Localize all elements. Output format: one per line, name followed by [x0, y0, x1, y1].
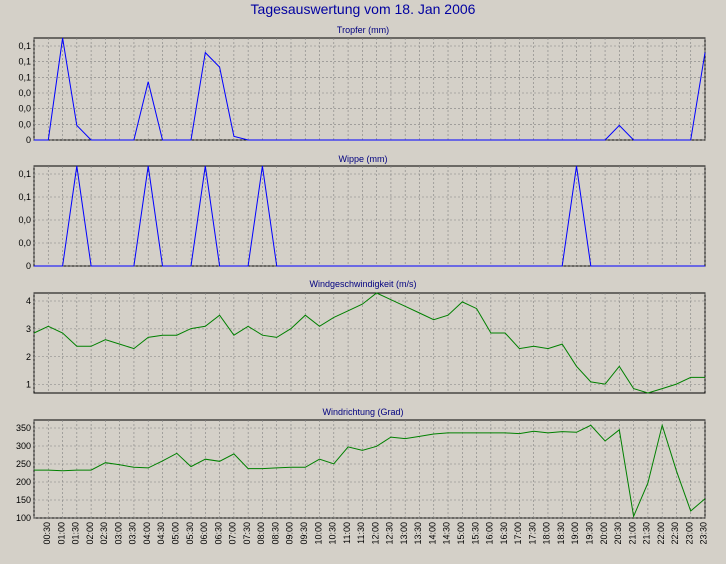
y-tick-label: 0,1 [18, 72, 31, 82]
x-tick-label: 05:00 [171, 522, 181, 545]
x-tick-label: 01:00 [56, 522, 66, 545]
y-tick-label: 0,0 [18, 88, 31, 98]
chart-title-tropfer: Tropfer (mm) [336, 25, 390, 35]
y-tick-label: 0,1 [18, 57, 31, 67]
x-tick-label: 09:30 [299, 522, 309, 545]
x-tick-label: 10:30 [328, 522, 338, 545]
x-tick-label: 06:30 [213, 522, 223, 545]
chart-title-wippe: Wippe (mm) [338, 154, 388, 164]
y-tick-label: 0 [26, 261, 31, 271]
y-tick-label: 0 [26, 135, 31, 145]
y-tick-label: 2 [26, 352, 31, 362]
x-tick-label: 12:30 [385, 522, 395, 545]
plot-area-wippe [33, 165, 706, 267]
x-tick-label: 20:00 [599, 522, 609, 545]
y-tick-label: 100 [16, 513, 31, 523]
x-tick-label: 14:00 [428, 522, 438, 545]
series-line-windgeschwindigkeit [33, 292, 705, 394]
x-tick-label: 02:00 [85, 522, 95, 545]
x-tick-label: 21:30 [642, 522, 652, 545]
x-tick-label: 12:00 [370, 522, 380, 545]
x-tick-label: 07:00 [228, 522, 238, 545]
x-tick-label: 13:00 [399, 522, 409, 545]
y-tick-label: 0,0 [18, 215, 31, 225]
x-tick-label: 11:30 [356, 522, 366, 544]
x-tick-label: 10:00 [313, 522, 323, 545]
x-tick-label: 09:00 [285, 522, 295, 545]
x-tick-label: 18:30 [556, 522, 566, 545]
y-tick-label: 350 [16, 423, 31, 433]
y-tick-label: 4 [26, 296, 31, 306]
x-tick-label: 06:00 [199, 522, 209, 545]
x-tick-label: 04:30 [156, 522, 166, 545]
series-line-tropfer [34, 37, 706, 141]
x-tick-label: 01:30 [71, 522, 81, 545]
x-tick-label: 21:00 [627, 522, 637, 545]
y-tick-label: 300 [16, 441, 31, 451]
x-tick-label: 18:00 [542, 522, 552, 545]
y-tick-label: 0,0 [18, 104, 31, 114]
x-tick-label: 22:00 [656, 522, 666, 545]
x-tick-label: 16:00 [485, 522, 495, 545]
x-tick-label: 08:30 [270, 522, 280, 545]
x-tick-label: 00:30 [42, 522, 52, 545]
x-tick-label: 02:30 [99, 522, 109, 545]
x-tick-label: 05:30 [185, 522, 195, 545]
y-tick-label: 250 [16, 459, 31, 469]
x-tick-label: 04:00 [142, 522, 152, 545]
series-line-windrichtung [34, 423, 706, 519]
x-tick-label: 17:30 [527, 522, 537, 545]
x-tick-label: 19:00 [570, 522, 580, 545]
series-line-wippe [34, 165, 705, 267]
x-tick-label: 19:30 [585, 522, 595, 545]
x-tick-label: 07:30 [242, 522, 252, 545]
chart-title-windrichtung: Windrichtung (Grad) [322, 407, 404, 417]
x-tick-label: 08:00 [256, 522, 266, 545]
y-tick-label: 200 [16, 477, 31, 487]
plot-area-tropfer [33, 37, 706, 141]
x-tick-label: 15:30 [470, 522, 480, 545]
y-tick-label: 3 [26, 324, 31, 334]
y-tick-label: 0,0 [18, 119, 31, 129]
y-tick-label: 150 [16, 495, 31, 505]
x-tick-label: 03:30 [128, 522, 138, 545]
plot-area-windrichtung [33, 419, 706, 519]
y-tick-label: 0,1 [18, 41, 31, 51]
x-tick-label: 11:00 [342, 522, 352, 544]
x-tick-label: 17:00 [513, 522, 523, 545]
x-tick-label: 03:00 [113, 522, 123, 545]
x-tick-label: 23:30 [699, 522, 709, 545]
x-tick-label: 14:30 [442, 522, 452, 545]
x-tick-label: 22:30 [670, 522, 680, 545]
plot-area-windgeschwindigkeit [33, 292, 706, 394]
y-tick-label: 0,0 [18, 238, 31, 248]
y-tick-label: 0,1 [18, 192, 31, 202]
y-tick-label: 1 [26, 380, 31, 390]
x-tick-label: 16:30 [499, 522, 509, 545]
page-title: Tagesauswertung vom 18. Jan 2006 [250, 1, 476, 17]
x-tick-label: 23:00 [684, 522, 694, 545]
chart-title-windgeschwindigkeit: Windgeschwindigkeit (m/s) [309, 279, 417, 289]
x-tick-label: 20:30 [613, 522, 623, 545]
y-tick-label: 0,1 [18, 169, 31, 179]
x-tick-label: 13:30 [413, 522, 423, 545]
x-tick-label: 15:00 [456, 522, 466, 545]
